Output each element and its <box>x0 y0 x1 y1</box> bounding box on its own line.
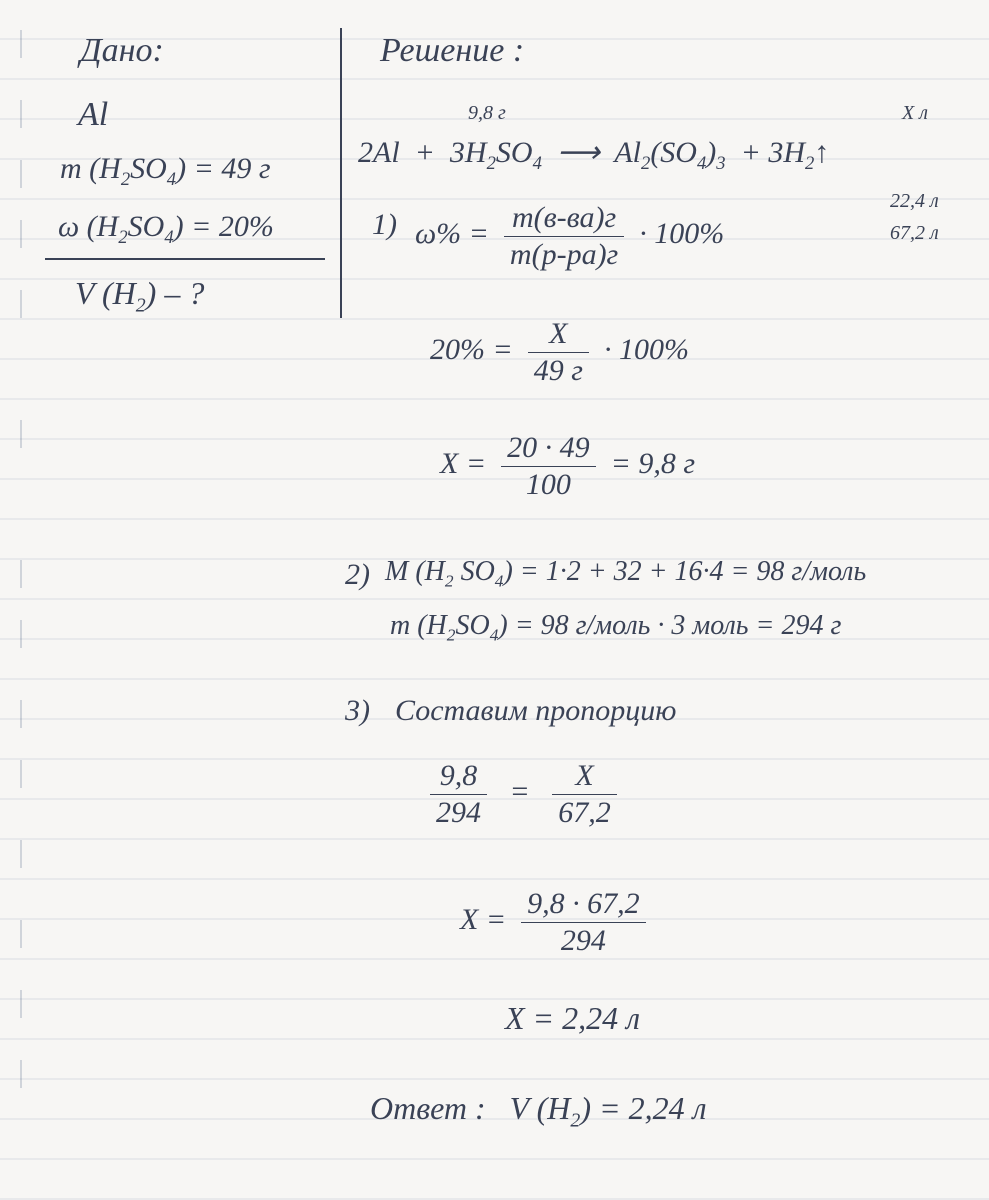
step1c: X = 20 · 49 100 = 9,8 г <box>440 432 695 500</box>
step3-label: 3) <box>345 694 370 728</box>
equation: 2Al + 3H2SO4 ⟶ Al2(SO4)3 + 3H2↑ <box>358 135 829 175</box>
step2-M: M (H2 SO4) = 1·2 + 32 + 16·4 = 98 г/моль <box>385 556 866 592</box>
given-mass: m (H2SO4) = 49 г <box>60 152 271 191</box>
annot-9-8g: 9,8 г <box>468 102 506 125</box>
given-omega: ω (H2SO4) = 20% <box>58 210 274 249</box>
step1b: 20% = X 49 г · 100% <box>430 318 689 386</box>
divider-vertical <box>340 28 342 318</box>
given-header: Дано: <box>80 32 164 70</box>
step3b: X = 9,8 · 67,2 294 <box>460 888 646 956</box>
given-underline <box>45 258 325 260</box>
step2-label: 2) <box>345 558 370 592</box>
step1-omega-formula: ω% = m(в-ва)г m(р-ра)г · 100% <box>415 202 724 270</box>
solution-header: Решение : <box>380 32 524 70</box>
step3c: X = 2,24 л <box>505 1000 640 1037</box>
annot-67-2: 67,2 л <box>890 222 939 245</box>
page: Дано: Al m (H2SO4) = 49 г ω (H2SO4) = 20… <box>0 0 989 1200</box>
step3-proportion: 9,8 294 = X 67,2 <box>430 760 617 828</box>
step1-label: 1) <box>372 208 397 242</box>
answer: Ответ : V (H2) = 2,24 л <box>370 1090 707 1132</box>
step2-m: m (H2SO4) = 98 г/моль · 3 моль = 294 г <box>390 610 841 646</box>
annot-22-4: 22,4 л <box>890 190 939 213</box>
given-al: Al <box>78 96 108 134</box>
step3-text: Составим пропорцию <box>395 694 676 728</box>
find-v-h2: V (H2) – ? <box>75 275 204 317</box>
annot-x-l: X л <box>902 102 928 125</box>
